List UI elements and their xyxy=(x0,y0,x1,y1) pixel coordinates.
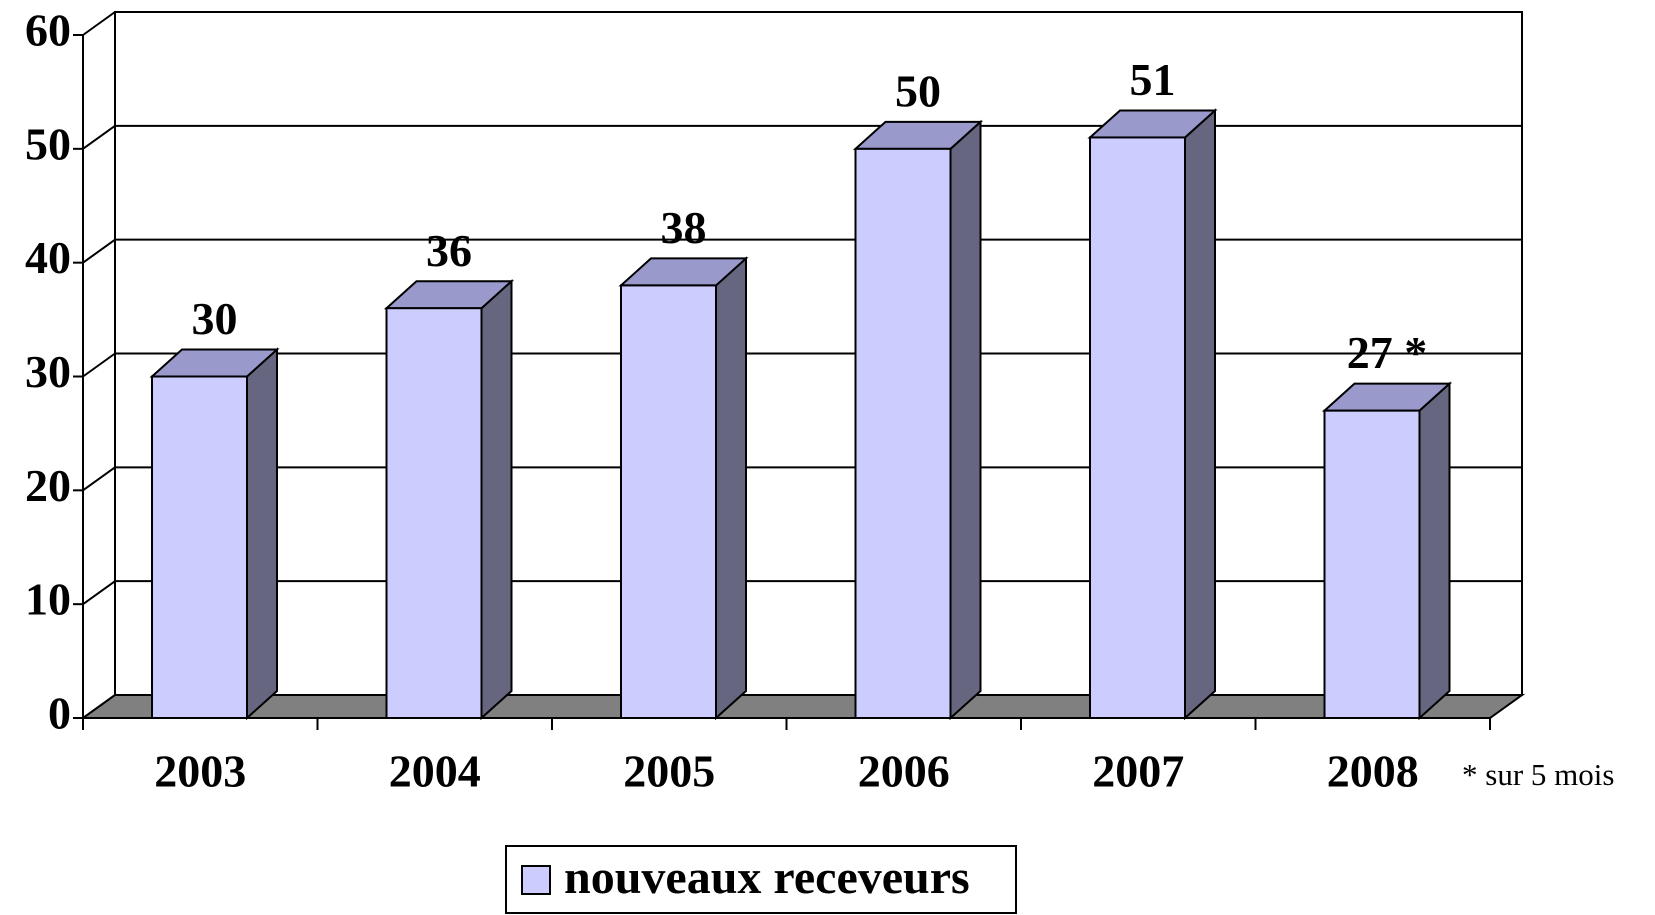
y-tick-label: 50 xyxy=(25,118,71,169)
value-label: 27 * xyxy=(1347,327,1428,378)
bar-side xyxy=(246,347,278,721)
annotation: * sur 5 mois xyxy=(1462,757,1614,792)
y-tick-label: 60 xyxy=(25,5,71,56)
legend-label: nouveaux receveurs xyxy=(564,851,970,904)
grid-line-side xyxy=(82,125,116,150)
y-tick-label: 30 xyxy=(25,346,71,397)
x-tick-label: 2005 xyxy=(623,746,715,797)
bar xyxy=(151,375,248,719)
grid-line-side xyxy=(82,238,116,264)
x-tick-label: 2004 xyxy=(389,746,481,797)
value-label: 30 xyxy=(192,293,238,344)
grid-line-side xyxy=(82,11,116,36)
bar-side xyxy=(480,278,513,721)
legend-box xyxy=(505,845,1017,914)
grid-line-side xyxy=(82,466,116,492)
x-tick-label: 2006 xyxy=(858,746,950,797)
y-tick-label: 0 xyxy=(48,688,71,739)
x-tick-label: 2003 xyxy=(154,746,246,797)
y-tick-label: 40 xyxy=(25,232,71,283)
bar-side xyxy=(949,119,982,721)
x-tick-label: 2007 xyxy=(1092,746,1184,797)
floor xyxy=(79,694,1526,719)
bar xyxy=(1089,136,1186,719)
bar xyxy=(1323,409,1421,719)
value-label: 36 xyxy=(426,225,472,276)
value-label: 50 xyxy=(895,65,941,116)
y-tick-label: 20 xyxy=(25,460,71,511)
grid-line-side xyxy=(82,694,116,719)
legend-swatch xyxy=(521,865,551,895)
grid-line-side xyxy=(82,352,116,378)
bar xyxy=(854,147,952,720)
bar-side xyxy=(1418,381,1451,721)
y-tick-label: 10 xyxy=(25,574,71,625)
bar-side xyxy=(1184,108,1216,721)
bar xyxy=(385,307,483,719)
bar-side xyxy=(715,256,747,721)
grid-line-side xyxy=(82,580,116,605)
bar xyxy=(620,284,717,719)
value-label: 38 xyxy=(661,202,707,253)
x-tick-label: 2008 xyxy=(1327,746,1419,797)
value-label: 51 xyxy=(1130,54,1176,105)
